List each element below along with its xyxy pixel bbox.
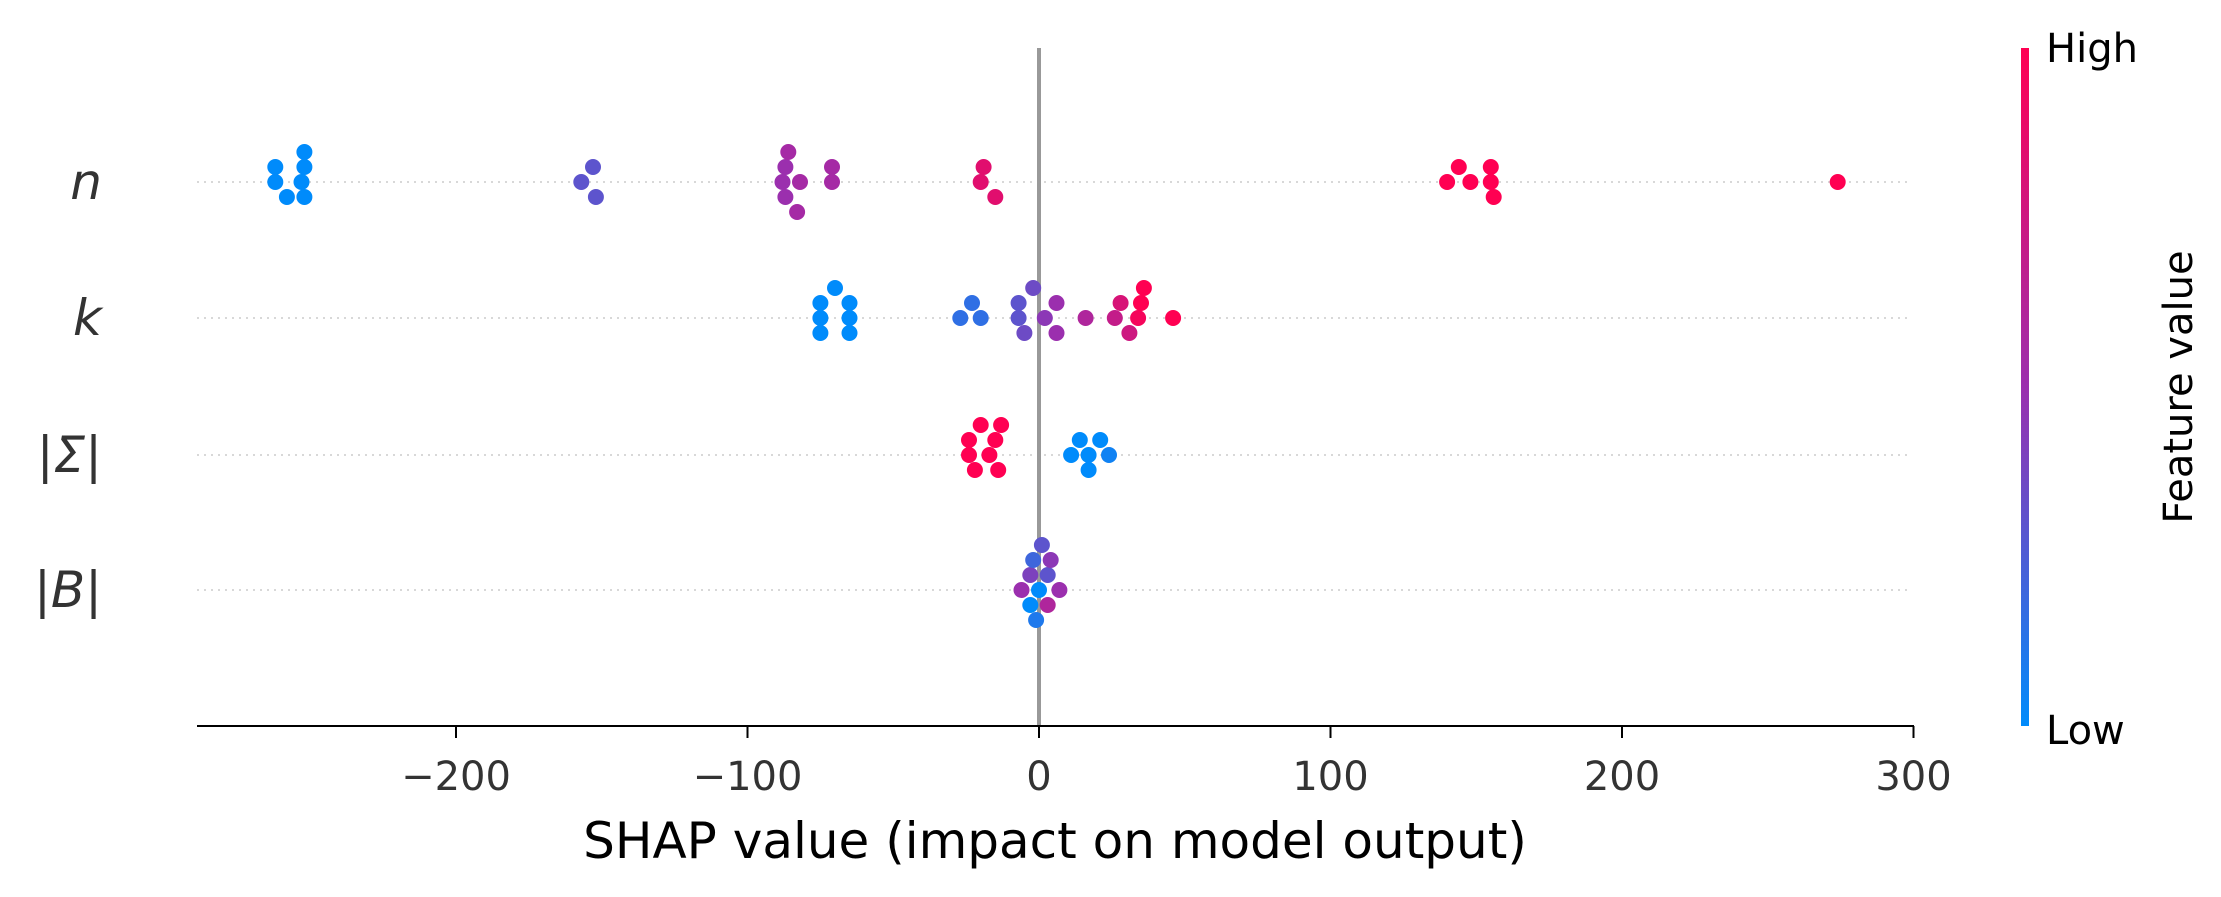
point-n	[585, 159, 601, 175]
point-b-det	[1013, 582, 1030, 598]
feature-label-n: n	[70, 153, 102, 211]
point-b-det	[1039, 597, 1056, 613]
point-b-det	[1022, 597, 1039, 613]
point-k	[1048, 295, 1065, 311]
point-sigma-det	[1080, 447, 1097, 463]
point-sigma-det	[1063, 447, 1080, 463]
point-n	[975, 159, 992, 175]
point-n	[1482, 159, 1499, 175]
point-n	[777, 159, 794, 175]
point-k	[812, 310, 829, 326]
colorbar-high-label: High	[2046, 26, 2138, 72]
x-tick-label: 200	[1584, 754, 1660, 800]
point-sigma-det	[990, 462, 1007, 478]
point-k	[1165, 310, 1182, 326]
point-k	[812, 325, 829, 341]
feature-label-k: k	[73, 289, 104, 347]
point-sigma-det	[966, 462, 983, 478]
point-k	[827, 280, 843, 296]
point-n	[972, 174, 989, 190]
point-n	[296, 144, 313, 160]
point-n	[1482, 174, 1499, 190]
point-b-det	[1025, 552, 1042, 568]
x-tick-label: −200	[401, 754, 511, 800]
point-sigma-det	[1101, 447, 1117, 463]
x-tick-label: 300	[1875, 754, 1951, 800]
point-n	[824, 174, 840, 190]
x-axis-ticks: −200 −100 0 100 200 300	[401, 726, 1952, 800]
point-n	[278, 189, 295, 205]
point-sigma-det	[1080, 462, 1097, 478]
shap-points	[267, 144, 1846, 628]
point-b-det	[1033, 537, 1050, 553]
point-k	[964, 295, 980, 311]
point-k	[1016, 325, 1033, 341]
point-n	[587, 189, 604, 205]
colorbar-low-label: Low	[2046, 708, 2125, 754]
point-b-det	[1039, 567, 1056, 583]
feature-label-sigma-det: |Σ|	[37, 426, 102, 484]
point-b-det	[1031, 582, 1047, 598]
point-k	[952, 310, 969, 326]
x-axis-title: SHAP value (impact on model output)	[583, 812, 1527, 870]
point-n	[267, 159, 284, 175]
x-tick-label: −100	[693, 754, 803, 800]
point-k	[1010, 295, 1027, 311]
point-n	[1485, 189, 1502, 205]
x-tick-label: 0	[1026, 754, 1051, 800]
point-sigma-det	[987, 432, 1004, 448]
point-n	[296, 159, 313, 175]
point-n	[789, 204, 806, 220]
point-k	[841, 325, 858, 341]
point-n	[293, 174, 310, 190]
point-k	[1077, 310, 1094, 326]
point-k	[1048, 325, 1065, 341]
feature-label-b-det: |B|	[34, 561, 102, 619]
point-sigma-det	[981, 447, 998, 463]
point-k	[1112, 295, 1129, 311]
point-b-det	[1051, 582, 1068, 598]
point-n	[792, 174, 808, 190]
feature-labels: n k |Σ| |B|	[34, 153, 104, 619]
point-k	[1010, 310, 1027, 326]
point-k	[1133, 295, 1149, 311]
point-n	[824, 159, 840, 175]
point-n	[1462, 174, 1479, 190]
point-k	[841, 310, 858, 326]
point-k	[972, 310, 989, 326]
point-k	[1036, 310, 1053, 326]
point-sigma-det	[1092, 432, 1109, 448]
point-n	[780, 144, 797, 160]
point-n	[267, 174, 284, 190]
point-sigma-det	[961, 447, 977, 463]
point-k	[1121, 325, 1138, 341]
point-k	[1135, 280, 1152, 296]
point-n	[573, 174, 590, 190]
point-sigma-det	[1071, 432, 1088, 448]
point-n	[296, 189, 313, 205]
point-n	[1829, 174, 1846, 190]
point-k	[1025, 280, 1042, 296]
point-b-det	[1042, 552, 1059, 568]
point-b-det	[1028, 612, 1045, 628]
point-n	[777, 189, 794, 205]
point-n	[774, 174, 791, 190]
x-tick-label: 100	[1292, 754, 1368, 800]
point-n	[1450, 159, 1467, 175]
point-b-det	[1022, 567, 1039, 583]
point-sigma-det	[993, 417, 1010, 433]
point-k	[841, 295, 858, 311]
colorbar-title: Feature value	[2156, 250, 2202, 523]
point-k	[1106, 310, 1123, 326]
point-k	[812, 295, 829, 311]
feature-guide-lines	[197, 181, 1908, 591]
colorbar	[2021, 48, 2029, 726]
point-sigma-det	[972, 417, 989, 433]
point-n	[1439, 174, 1456, 190]
point-k	[1130, 310, 1147, 326]
point-sigma-det	[961, 432, 977, 448]
point-n	[987, 189, 1004, 205]
